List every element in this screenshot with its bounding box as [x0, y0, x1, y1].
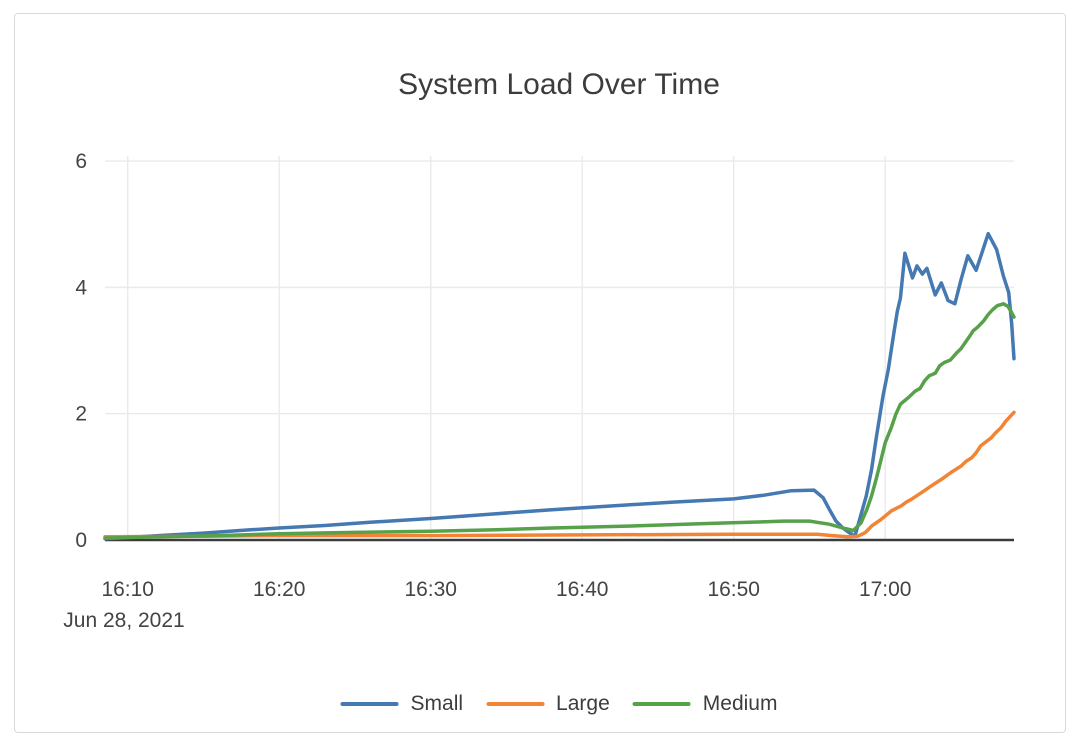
- x-tick-label: 16:20: [253, 578, 306, 601]
- chart-title: System Load Over Time: [398, 68, 720, 101]
- legend-label-small: Small: [410, 692, 464, 715]
- series-line-large[interactable]: [103, 410, 1016, 539]
- plot-area[interactable]: 16:10 16:20 16:30 16:40 16:50 17:00 0 2 4 6: [15, 14, 1065, 732]
- series-line-medium[interactable]: [103, 302, 1016, 540]
- legend-swatch-small-icon: [340, 702, 399, 706]
- y-tick-label: 2: [75, 403, 87, 426]
- legend-swatch-large-icon: [486, 702, 545, 706]
- legend-label-large: Large: [556, 692, 610, 715]
- x-tick-label: 17:00: [859, 578, 912, 601]
- x-tick-label: 16:40: [556, 578, 609, 601]
- x-tick-label: 16:50: [707, 578, 760, 601]
- series-line-small[interactable]: [103, 231, 1016, 541]
- legend-label-medium: Medium: [702, 692, 778, 715]
- legend-swatch-medium-icon: [632, 702, 691, 706]
- chart-card: System Load Over Time 16:10 16:20 16:30 16:…: [14, 13, 1066, 733]
- legend-item-large[interactable]: Large: [486, 692, 610, 716]
- x-tick-label: 16:30: [404, 578, 457, 601]
- legend-item-medium[interactable]: Medium: [632, 692, 778, 716]
- x-axis-date-label: Jun 28, 2021: [63, 609, 185, 632]
- y-tick-label: 6: [75, 150, 87, 173]
- x-tick-label: 16:10: [101, 578, 154, 601]
- legend-item-small[interactable]: Small: [340, 692, 464, 716]
- y-tick-label: 0: [75, 529, 87, 552]
- y-tick-label: 4: [75, 276, 87, 299]
- legend: Small Large Medium: [340, 692, 778, 716]
